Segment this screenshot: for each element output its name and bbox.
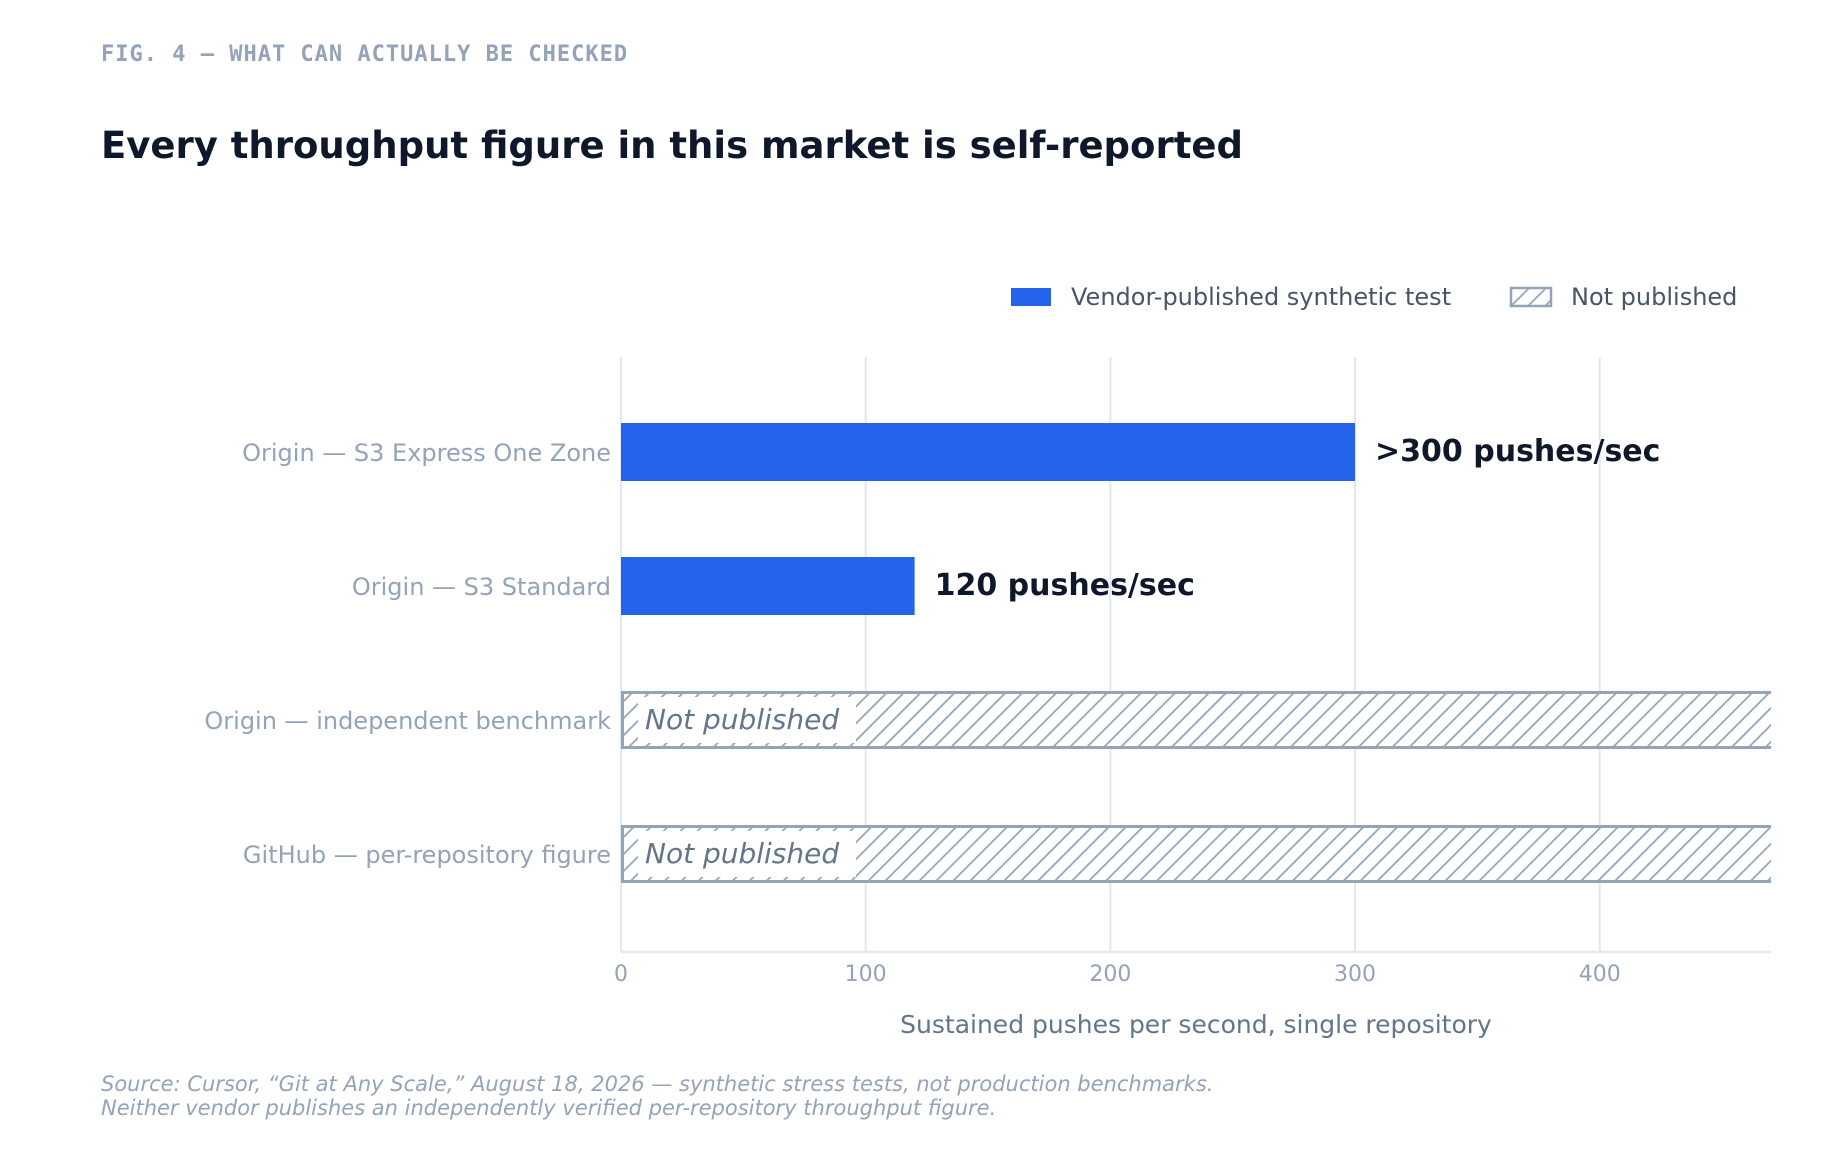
x-tick-label: 300	[1334, 962, 1376, 987]
data-labels: >300 pushes/sec 120 pushes/sec Not publish…	[638, 434, 1660, 877]
x-tick-label: 200	[1089, 962, 1131, 987]
x-axis-title: Sustained pushes per second, single repo…	[900, 1010, 1492, 1039]
source-note: Source: Cursor, “Git at Any Scale,” Augu…	[101, 1072, 1213, 1120]
bar-vendor-published	[621, 423, 1356, 481]
category-label: Origin — S3 Express One Zone	[242, 439, 611, 467]
bar-vendor-published	[621, 557, 915, 615]
x-tick-label: 100	[845, 962, 887, 987]
category-labels: Origin — S3 Express One Zone Origin — S3 …	[204, 439, 611, 869]
bar-value-label: 120 pushes/sec	[935, 568, 1195, 603]
category-label: GitHub — per-repository figure	[243, 841, 611, 869]
category-label: Origin — S3 Standard	[352, 573, 611, 601]
not-published-label: Not published	[645, 703, 839, 736]
legend-swatch-not-published	[1509, 286, 1553, 308]
bar-value-label: >300 pushes/sec	[1375, 434, 1660, 469]
chart-title: Every throughput figure in this market i…	[101, 124, 1243, 167]
bars	[621, 423, 1771, 883]
x-tick-label: 400	[1579, 962, 1621, 987]
not-published-label-bg	[638, 697, 856, 743]
not-published-label: Not published	[645, 837, 839, 870]
legend: Vendor-published synthetic test Not publi…	[1011, 283, 1737, 311]
figure-eyebrow: FIG. 4 — WHAT CAN ACTUALLY BE CHECKED	[101, 42, 629, 67]
legend-label-not-published: Not published	[1571, 283, 1737, 311]
source-line-2: Neither vendor publishes an independentl…	[101, 1096, 997, 1120]
legend-label-vendor: Vendor-published synthetic test	[1071, 283, 1451, 311]
category-label: Origin — independent benchmark	[204, 707, 611, 735]
source-line-1: Source: Cursor, “Git at Any Scale,” Augu…	[101, 1072, 1214, 1096]
legend-swatch-vendor	[1011, 288, 1051, 306]
x-axis: 0 100 200 300 400 Sustained pushes per second…	[614, 950, 1771, 1039]
x-tick-label: 0	[614, 962, 628, 987]
not-published-label-bg	[638, 831, 856, 877]
